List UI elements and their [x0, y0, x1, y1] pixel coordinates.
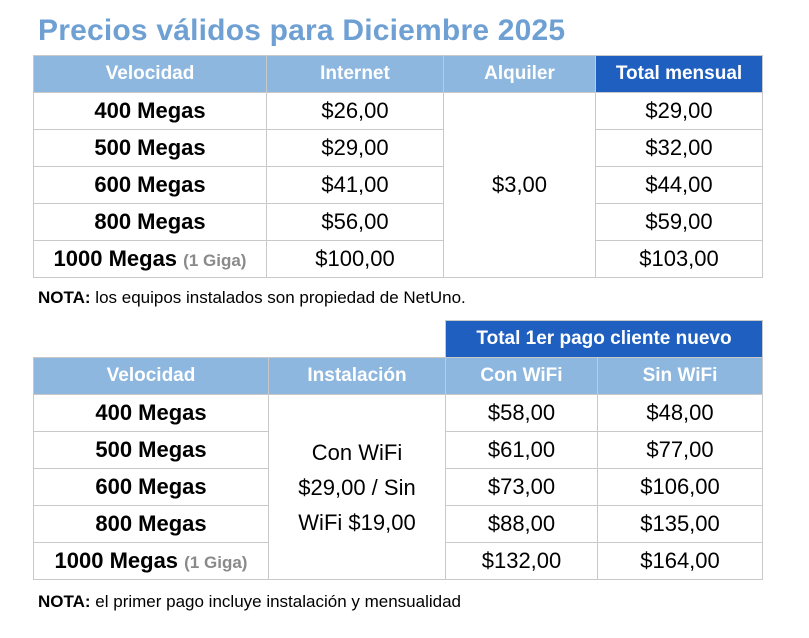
pricing-table-first-payment: Total 1er pago cliente nuevo Velocidad I…	[33, 320, 763, 580]
instalacion-price: Con WiFi $29,00 / Sin WiFi $19,00	[268, 394, 446, 580]
speed-label: 600 Megas	[95, 474, 207, 499]
speed-label: 400 Megas	[95, 400, 207, 425]
note-label: NOTA:	[38, 288, 91, 307]
total-mensual-price: $44,00	[595, 166, 763, 204]
table-row: 1000 Megas (1 Giga) $100,00 $103,00	[33, 240, 763, 278]
speed-cell: 800 Megas	[33, 203, 267, 241]
speed-label: 800 Megas	[95, 511, 207, 536]
table-row: 600 Megas $41,00 $44,00	[33, 166, 763, 204]
group-header-row: Total 1er pago cliente nuevo	[33, 320, 763, 358]
speed-label: 500 Megas	[94, 135, 206, 160]
internet-price: $100,00	[266, 240, 444, 278]
header-internet: Internet	[266, 55, 444, 93]
table-row: 400 Megas Con WiFi $29,00 / Sin WiFi $19…	[33, 394, 763, 580]
speed-cell: 600 Megas	[33, 468, 269, 506]
speed-cell: 1000 Megas (1 Giga)	[33, 542, 269, 580]
con-wifi-price: $61,00	[445, 431, 598, 469]
speed-cell: 500 Megas	[33, 431, 269, 469]
speed-cell: 800 Megas	[33, 505, 269, 543]
header-total-mensual: Total mensual	[595, 55, 763, 93]
header-alquiler: Alquiler	[443, 55, 596, 93]
header-instalacion: Instalación	[268, 357, 446, 395]
giga-note: (1 Giga)	[183, 251, 247, 270]
note-label: NOTA:	[38, 592, 91, 611]
page-title: Precios válidos para Diciembre 2025	[38, 14, 566, 47]
header-sin-wifi: Sin WiFi	[597, 357, 763, 395]
table-header-row: Velocidad Instalación Con WiFi Sin WiFi	[33, 357, 763, 395]
speed-label: 600 Megas	[94, 172, 206, 197]
con-wifi-price: $73,00	[445, 468, 598, 506]
total-mensual-price: $29,00	[595, 92, 763, 130]
header-velocidad: Velocidad	[33, 55, 267, 93]
note-text: los equipos instalados son propiedad de …	[95, 288, 466, 307]
con-wifi-price: $58,00	[445, 394, 598, 432]
speed-cell: 500 Megas	[33, 129, 267, 167]
header-con-wifi: Con WiFi	[445, 357, 598, 395]
table-row: 500 Megas $61,00 $77,00	[33, 431, 763, 469]
table-row: 1000 Megas (1 Giga) $132,00 $164,00	[33, 542, 763, 580]
speed-cell: 1000 Megas (1 Giga)	[33, 240, 267, 278]
table-row: 400 Megas $26,00 $3,00 $29,00	[33, 92, 763, 278]
internet-price: $41,00	[266, 166, 444, 204]
giga-note: (1 Giga)	[184, 553, 248, 572]
sin-wifi-price: $135,00	[597, 505, 763, 543]
speed-label: 1000 Megas	[53, 246, 178, 271]
sin-wifi-price: $106,00	[597, 468, 763, 506]
sin-wifi-price: $77,00	[597, 431, 763, 469]
internet-price: $56,00	[266, 203, 444, 241]
con-wifi-price: $88,00	[445, 505, 598, 543]
total-mensual-price: $32,00	[595, 129, 763, 167]
con-wifi-price: $132,00	[445, 542, 598, 580]
speed-cell: 600 Megas	[33, 166, 267, 204]
total-mensual-price: $103,00	[595, 240, 763, 278]
table-row: 800 Megas $56,00 $59,00	[33, 203, 763, 241]
speed-cell: 400 Megas	[33, 394, 269, 432]
instalacion-text: Con WiFi $29,00 / Sin WiFi $19,00	[298, 439, 416, 535]
speed-label: 500 Megas	[95, 437, 207, 462]
table-row: 500 Megas $29,00 $32,00	[33, 129, 763, 167]
sin-wifi-price: $164,00	[597, 542, 763, 580]
pricing-table-monthly: Velocidad Internet Alquiler Total mensua…	[33, 55, 763, 278]
header-total-primer-pago: Total 1er pago cliente nuevo	[445, 320, 763, 358]
internet-price: $29,00	[266, 129, 444, 167]
speed-label: 800 Megas	[94, 209, 206, 234]
alquiler-price: $3,00	[443, 92, 596, 278]
internet-price: $26,00	[266, 92, 444, 130]
table-header-row: Velocidad Internet Alquiler Total mensua…	[33, 55, 763, 93]
speed-label: 1000 Megas	[54, 548, 179, 573]
note-first-payment: NOTA: el primer pago incluye instalación…	[38, 592, 461, 612]
note-equipment: NOTA: los equipos instalados son propied…	[38, 288, 466, 308]
sin-wifi-price: $48,00	[597, 394, 763, 432]
speed-label: 400 Megas	[94, 98, 206, 123]
header-velocidad: Velocidad	[33, 357, 269, 395]
total-mensual-price: $59,00	[595, 203, 763, 241]
note-text: el primer pago incluye instalación y men…	[95, 592, 461, 611]
speed-cell: 400 Megas	[33, 92, 267, 130]
